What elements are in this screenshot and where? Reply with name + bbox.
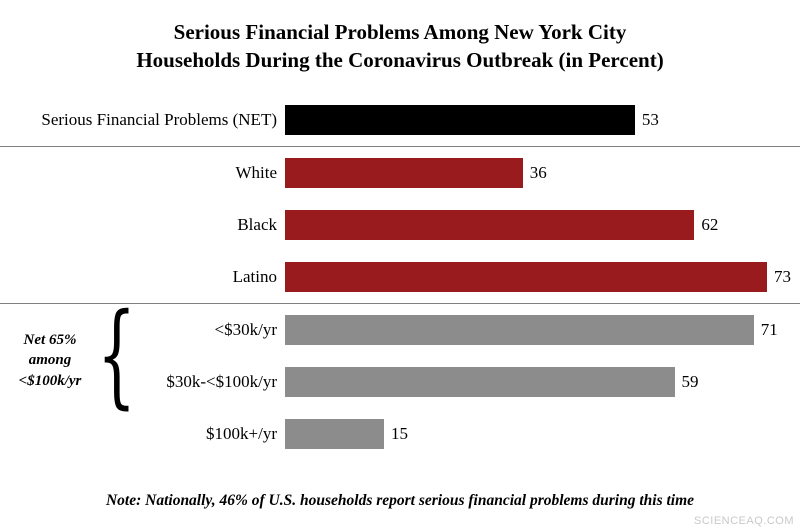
value-label: 73 xyxy=(773,267,791,286)
bar-track: 53 xyxy=(285,94,800,146)
net-income-annotation: Net 65% among <$100k/yr xyxy=(18,332,82,389)
bar xyxy=(285,367,675,397)
category-label: Serious Financial Problems (NET) xyxy=(41,110,277,129)
chart-title: Serious Financial Problems Among New Yor… xyxy=(0,18,800,75)
chart-row: <$30k/yr 71 xyxy=(0,304,800,356)
chart-row: $30k-<$100k/yr 59 xyxy=(0,356,800,408)
bar xyxy=(285,105,635,135)
section-divider xyxy=(0,303,800,304)
curly-brace: { xyxy=(97,290,137,420)
value-label: 71 xyxy=(760,320,778,339)
value-label: 59 xyxy=(681,372,699,391)
category-label: Black xyxy=(237,215,277,234)
category-label: $100k+/yr xyxy=(206,424,277,443)
bar-track: 62 xyxy=(285,199,800,251)
category-label: Latino xyxy=(232,267,277,286)
watermark: SCIENCEAQ.COM xyxy=(693,515,794,527)
chart-row: White 36 xyxy=(0,147,800,199)
value-label: 53 xyxy=(641,110,659,129)
category-label: White xyxy=(235,163,277,182)
bar xyxy=(285,158,523,188)
bar-track: 59 xyxy=(285,356,800,408)
bar-track: 73 xyxy=(285,251,800,303)
footnote: Note: Nationally, 46% of U.S. households… xyxy=(105,492,695,509)
category-label: $30k-<$100k/yr xyxy=(166,372,277,391)
bar-track: 36 xyxy=(285,147,800,199)
bar xyxy=(285,315,754,345)
bar xyxy=(285,210,695,240)
category-label: <$30k/yr xyxy=(214,320,277,339)
chart-row: Latino 73 xyxy=(0,251,800,303)
chart-row: $100k+/yr 15 xyxy=(0,408,800,460)
chart-title-line2: Households During the Coronavirus Outbre… xyxy=(136,48,664,73)
bar xyxy=(285,419,385,449)
chart-row: Serious Financial Problems (NET) 53 xyxy=(0,94,800,146)
bar xyxy=(285,262,767,292)
value-label: 15 xyxy=(391,424,409,443)
value-label: 36 xyxy=(529,163,547,182)
chart-rows: Serious Financial Problems (NET) 53 White 3… xyxy=(0,94,800,460)
bar-track: 71 xyxy=(285,304,800,356)
section-divider xyxy=(0,146,800,147)
bar-track: 15 xyxy=(285,408,800,460)
chart-row: Black 62 xyxy=(0,199,800,251)
value-label: 62 xyxy=(701,215,719,234)
chart-title-line1: Serious Financial Problems Among New Yor… xyxy=(173,20,627,44)
